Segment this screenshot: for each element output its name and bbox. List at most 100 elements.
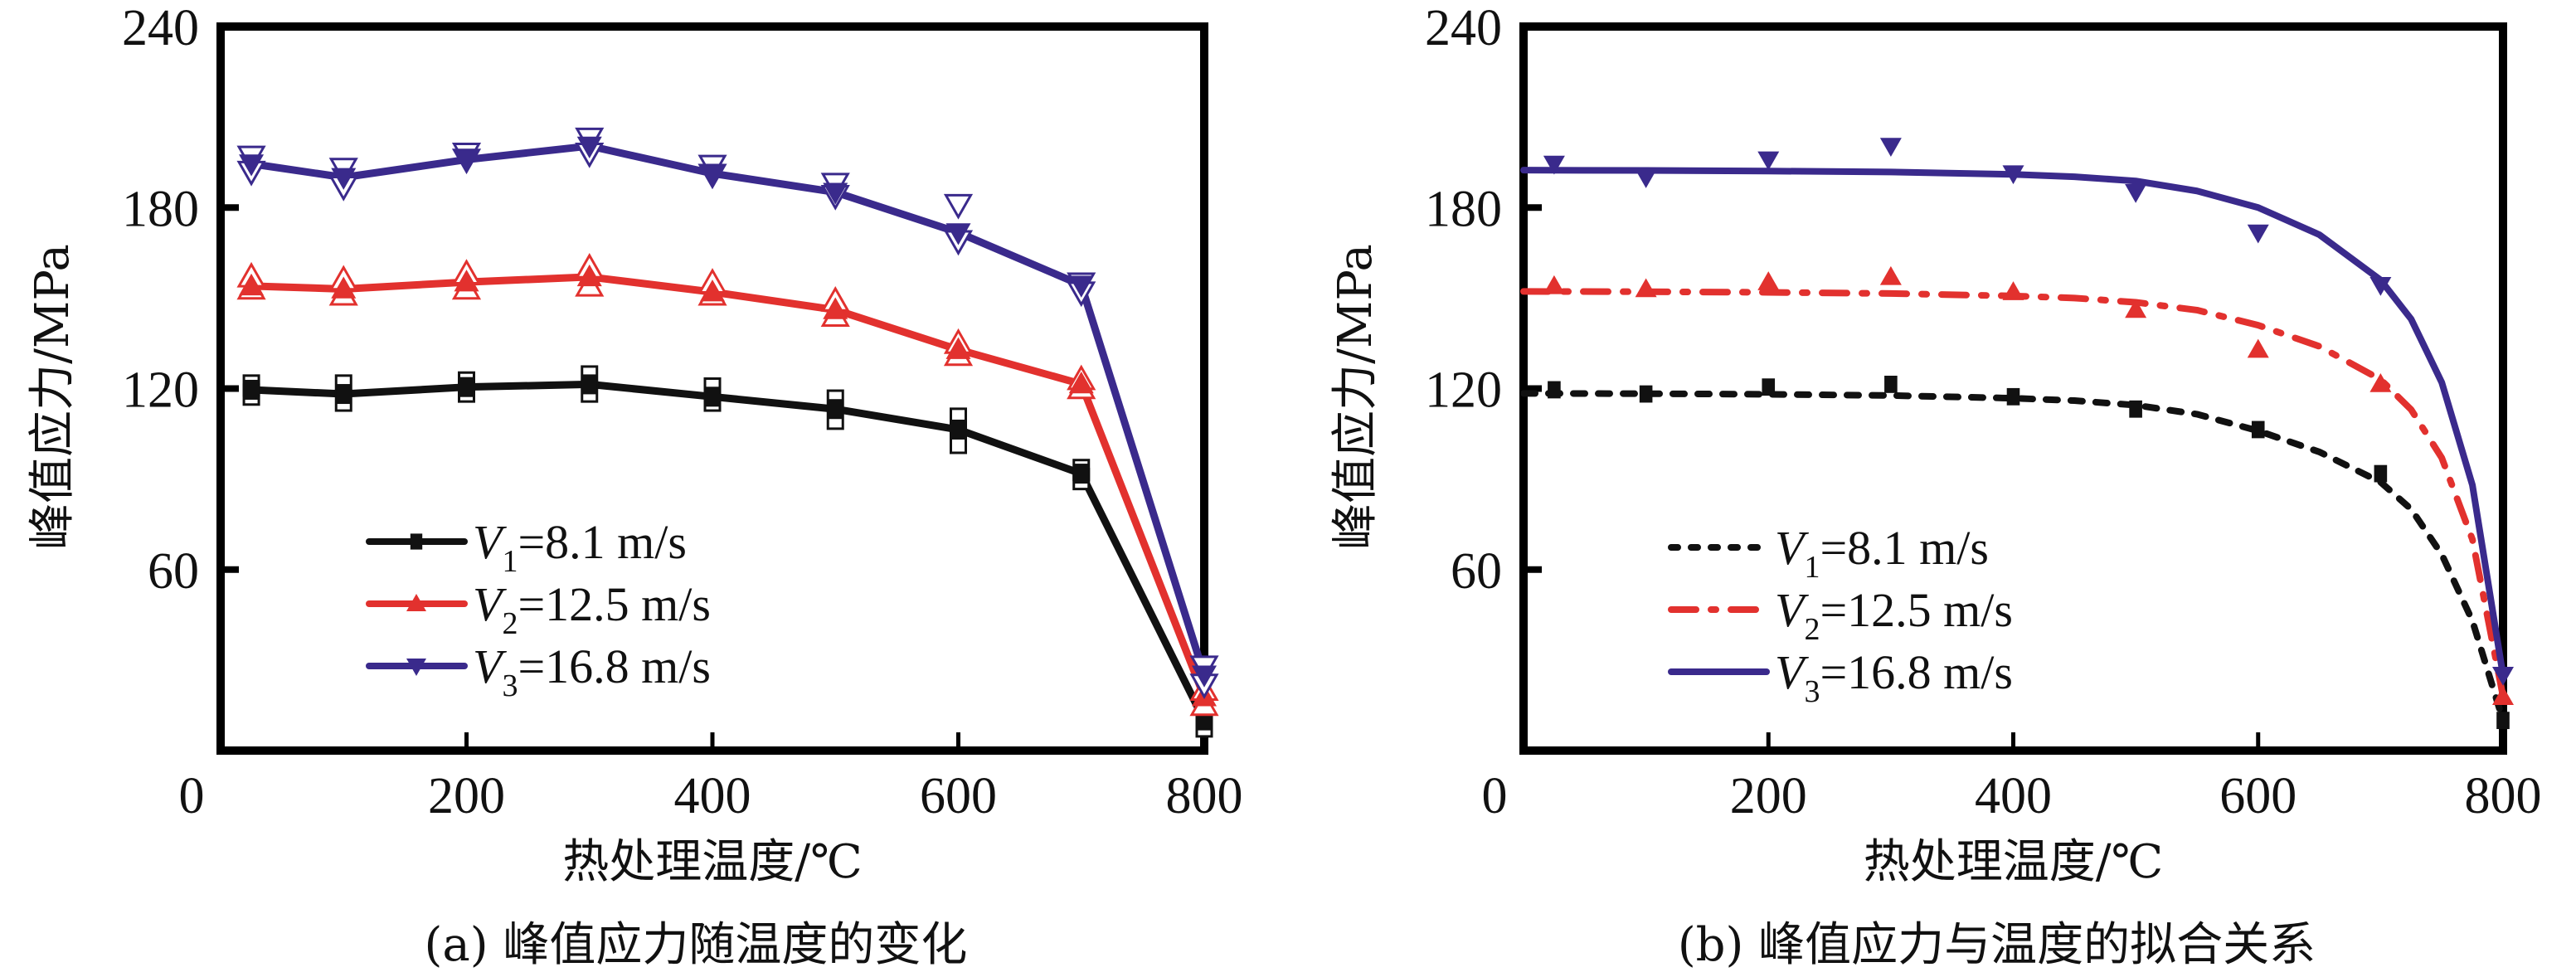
y-axis-title: 峰值应力/MPa [1329,244,1383,550]
x-tick-label: 800 [2465,768,2542,824]
x-tick-label: 400 [674,768,751,824]
x-tick-label: 600 [2219,768,2297,824]
data-point [244,379,260,400]
legend-var: V [473,515,508,569]
y-tick-label: 180 [122,181,199,237]
x-tick-label: 400 [1975,768,2052,824]
data-point [2251,420,2265,439]
x-axis-title: 热处理温度/℃ [562,835,863,889]
data-point [1068,372,1094,394]
data-point [2247,224,2269,244]
y-axis-title: 峰值应力/MPa [26,244,80,550]
data-point [1192,665,1217,688]
series-V3 [1520,138,2514,686]
data-point [945,337,971,359]
legend-value: =8.1 m/s [1820,521,1989,575]
figure-caption: (a) 峰值应力随温度的变化 [425,918,968,972]
legend-value: =12.5 m/s [518,577,711,631]
data-point [823,297,848,319]
series-line-V2 [247,273,1208,701]
legend-label: V2=12.5 m/s [1775,583,2013,647]
legend-var: V [473,577,508,631]
legend-item-V1: V1=8.1 m/s [366,515,687,579]
data-point [1762,378,1776,396]
legend-label: V1=8.1 m/s [473,515,687,579]
data-point [336,384,352,405]
data-point [823,182,848,205]
data-point [576,264,602,287]
fit-curve-V2 [1520,288,2506,700]
panel-b: 60 120 180 240 0 200 400 600 800 热处理温度/℃ 峰值应力/MPa (… [1329,0,2542,972]
data-point [1879,138,1902,158]
legend-var: V [473,639,508,693]
legend-label: V2=12.5 m/s [473,577,711,641]
figure-caption: (b) 峰值应力与温度的拟合关系 [1678,918,2316,972]
legend-value: =12.5 m/s [1820,583,2013,637]
legend-item-V1: V1=8.1 m/s [1668,521,1989,585]
data-point [581,374,597,395]
data-point [1068,275,1094,298]
series-V2 [236,252,1219,717]
data-point [1879,265,1902,285]
legend-subscript: 3 [502,668,518,703]
data-point [1543,155,1565,175]
data-point [2374,464,2388,483]
legend-subscript: 1 [502,544,518,579]
legend-value: =16.8 m/s [518,639,711,693]
data-point [828,399,843,420]
data-point [1639,385,1653,403]
legend-subscript: 2 [1804,612,1820,647]
legend-label: V1=8.1 m/s [1775,521,1989,585]
data-point [2125,183,2147,203]
data-point [1884,376,1898,393]
series-V1 [1520,376,2510,730]
legend-subscript: 2 [502,606,518,641]
data-point [2129,400,2142,418]
legend-marker [406,659,426,676]
data-point [700,163,725,187]
series-V3 [236,127,1219,699]
data-point [2369,373,2392,392]
range-marker-high [943,193,974,220]
data-point [1548,381,1561,399]
data-point [1757,271,1780,290]
data-point [331,168,357,190]
y-tick-label: 240 [1425,0,1502,56]
fit-curve-V3 [1520,167,2506,679]
data-point [239,154,265,177]
data-point [2247,338,2269,358]
legend-value: =16.8 m/s [1820,645,2013,699]
data-point [1757,151,1780,171]
data-point [705,386,720,407]
data-point [2369,276,2392,296]
legend-value: =8.1 m/s [518,515,687,569]
y-tick-label: 240 [122,0,199,56]
data-point [950,419,966,440]
legend-item-V3: V3=16.8 m/s [366,639,711,703]
data-point [1073,464,1089,484]
data-point [576,136,602,159]
y-tick-label: 120 [122,362,199,419]
y-tick-label: 120 [1425,362,1502,419]
data-point [2006,387,2020,406]
legend-item-V3: V3=16.8 m/s [1668,645,2013,709]
legend-item-V2: V2=12.5 m/s [1668,583,2013,647]
y-tick-label: 60 [148,543,199,600]
data-point [2002,165,2024,185]
legend-subscript: 3 [1804,674,1820,709]
x-tick-label: 200 [1730,768,1807,824]
x-tick-label: 800 [1166,768,1243,824]
y-tick-label: 60 [1451,543,1502,600]
x-tick-label: 600 [920,768,997,824]
data-point [2492,686,2514,706]
legend-label: V3=16.8 m/s [473,639,711,703]
legend-item-V2: V2=12.5 m/s [366,577,711,641]
data-point [2125,299,2147,318]
x-tick-label: 200 [428,768,505,824]
data-point [454,270,479,292]
legend-label: V3=16.8 m/s [1775,645,2013,709]
legend-var: V [1775,583,1810,637]
data-point [239,273,265,296]
legend-var: V [1775,645,1810,699]
